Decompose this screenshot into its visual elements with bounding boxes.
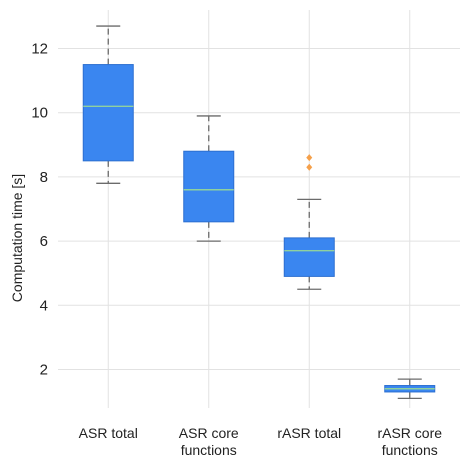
y-tick-labels: 2 4 6 8 10 12 <box>31 41 48 379</box>
category-label-line: functions <box>181 442 237 458</box>
y-tick-label: 6 <box>40 233 48 250</box>
category-label: rASR total <box>277 425 341 441</box>
category-label: ASR total <box>79 425 138 441</box>
grid-lines <box>58 10 460 408</box>
box-group <box>384 378 436 400</box>
box-group <box>283 154 335 290</box>
category-label-line: rASR core <box>377 425 442 441</box>
category-label: ASR core functions <box>179 425 239 458</box>
y-tick-label: 2 <box>40 361 48 378</box>
outlier-point <box>306 154 313 162</box>
y-tick-label: 4 <box>40 297 48 314</box>
box-iqr <box>183 150 235 223</box>
box-group <box>82 25 134 184</box>
boxes <box>82 25 436 400</box>
category-label-line: ASR core <box>179 425 239 441</box>
y-tick-label: 10 <box>31 105 48 122</box>
outlier-point <box>306 163 313 171</box>
box-group <box>183 115 235 242</box>
y-tick-label: 8 <box>40 169 48 186</box>
category-label-line: functions <box>382 442 438 458</box>
y-axis-label: Computation time [s] <box>9 174 25 302</box>
category-label: rASR core functions <box>377 425 442 458</box>
y-tick-label: 12 <box>31 41 48 58</box>
box-iqr <box>283 237 335 277</box>
category-label-line: ASR total <box>79 425 138 441</box>
box-iqr <box>82 64 134 162</box>
category-label-line: rASR total <box>277 425 341 441</box>
